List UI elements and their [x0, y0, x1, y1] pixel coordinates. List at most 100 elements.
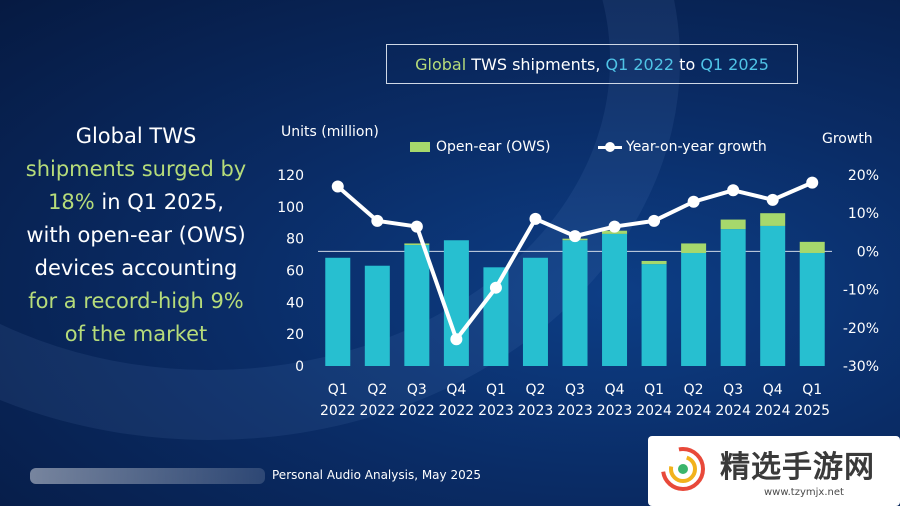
y-tick-label: 0: [295, 359, 304, 375]
bar-tws: [681, 252, 707, 366]
watermark-logo-icon: [661, 447, 705, 491]
y2-tick-label: -30%: [843, 359, 879, 375]
bar-tws: [325, 257, 351, 366]
x-tick-year: 2024: [636, 403, 672, 419]
growth-point: [806, 176, 819, 189]
headline-line-4: with open-ear (OWS): [26, 223, 246, 247]
watermark: 精选手游网 www.tzymjx.net: [648, 436, 900, 506]
bar-tws: [641, 264, 667, 366]
y-tick-label: 100: [277, 200, 304, 216]
legend-ows: Open-ear (OWS): [410, 139, 551, 155]
x-tick-quarter: Q1: [328, 382, 348, 398]
x-tick-quarter: Q1: [486, 382, 506, 398]
bar-ows: [760, 213, 786, 226]
bar-tws: [720, 229, 746, 366]
x-tick-year: 2022: [320, 403, 356, 419]
x-tick-quarter: Q4: [446, 382, 466, 398]
headline-line-3-rest: in Q1 2025,: [94, 190, 224, 214]
bar-tws: [443, 240, 469, 366]
y2-tick-label: -20%: [843, 321, 879, 337]
x-tick-year: 2022: [399, 403, 435, 419]
x-tick-quarter: Q2: [684, 382, 704, 398]
x-tick-year: 2023: [518, 403, 554, 419]
y-tick-label: 120: [277, 168, 304, 184]
growth-point: [687, 195, 700, 208]
bar-tws: [404, 245, 430, 366]
bar-ows: [404, 243, 430, 246]
bar-ows: [681, 243, 707, 253]
y-tick-label: 40: [286, 295, 304, 311]
legend-ows-label: Open-ear (OWS): [436, 139, 551, 155]
legend-yoy-label: Year-on-year growth: [626, 139, 767, 155]
x-tick-year: 2022: [359, 403, 395, 419]
x-tick-quarter: Q2: [525, 382, 545, 398]
x-tick-year: 2024: [715, 403, 751, 419]
growth-point: [450, 333, 463, 346]
y-tick-label: 20: [286, 327, 304, 343]
headline-line-2: shipments surged by: [25, 157, 247, 181]
y2-tick-label: 20%: [848, 168, 879, 184]
chart-title: Global TWS shipments, Q1 2022 to Q1 2025: [386, 44, 798, 84]
title-part-global: Global: [415, 54, 467, 74]
x-tick-quarter: Q3: [565, 382, 585, 398]
bar-tws: [364, 265, 390, 366]
bar-ows: [799, 241, 825, 253]
growth-point: [529, 212, 542, 225]
x-tick-quarter: Q3: [723, 382, 743, 398]
blurred-source-text: [30, 468, 265, 484]
source-note: Personal Audio Analysis, May 2025: [272, 468, 481, 482]
legend-yoy: Year-on-year growth: [598, 139, 767, 155]
x-tick-quarter: Q4: [605, 382, 625, 398]
watermark-url: www.tzymjx.net: [764, 487, 844, 498]
title-part-start: Q1 2022: [605, 54, 675, 74]
x-tick-year: 2024: [676, 403, 712, 419]
legend-ows-swatch: [410, 142, 430, 152]
x-tick-year: 2023: [478, 403, 514, 419]
x-tick-year: 2022: [439, 403, 475, 419]
growth-point: [648, 214, 661, 227]
y-axis-label: Units (million): [281, 124, 379, 140]
title-part-to: to: [674, 54, 701, 74]
y2-axis-label: Growth: [822, 131, 873, 147]
headline-line-1: Global TWS: [75, 124, 197, 148]
x-tick-quarter: Q1: [644, 382, 664, 398]
y2-tick-label: 10%: [848, 206, 879, 222]
growth-point: [608, 220, 621, 233]
y-tick-label: 80: [286, 232, 304, 248]
x-tick-year: 2024: [755, 403, 791, 419]
growth-point: [727, 184, 740, 197]
title-part-tws: TWS shipments,: [466, 54, 606, 74]
headline-line-7: of the market: [64, 322, 208, 346]
growth-point: [766, 193, 779, 206]
bar-tws: [602, 233, 628, 366]
headline-percent: 18%: [48, 190, 95, 214]
bar-tws: [562, 240, 588, 366]
x-tick-year: 2023: [597, 403, 633, 419]
x-tick-quarter: Q2: [367, 382, 387, 398]
x-tick-year: 2025: [794, 403, 830, 419]
bar-ows: [641, 260, 667, 265]
bar-tws: [799, 252, 825, 366]
growth-point: [489, 281, 502, 294]
y2-tick-label: 0%: [857, 244, 879, 260]
title-part-end: Q1 2025: [700, 54, 769, 74]
growth-point: [331, 180, 344, 193]
bar-tws: [760, 225, 786, 366]
x-tick-year: 2023: [557, 403, 593, 419]
x-tick-quarter: Q3: [407, 382, 427, 398]
growth-point: [410, 220, 423, 233]
x-tick-quarter: Q1: [802, 382, 822, 398]
bar-ows: [720, 219, 746, 230]
bar-tws: [522, 257, 548, 366]
growth-point: [371, 214, 384, 227]
headline-line-5: devices accounting: [34, 256, 238, 280]
headline-line-3: 18% in Q1 2025,: [8, 186, 264, 219]
x-tick-quarter: Q4: [763, 382, 783, 398]
growth-point: [569, 230, 581, 243]
headline-line-6: for a record-high 9%: [28, 289, 244, 313]
y-tick-label: 60: [286, 264, 304, 280]
legend-yoy-swatch: [598, 142, 622, 152]
watermark-title: 精选手游网: [720, 450, 875, 485]
